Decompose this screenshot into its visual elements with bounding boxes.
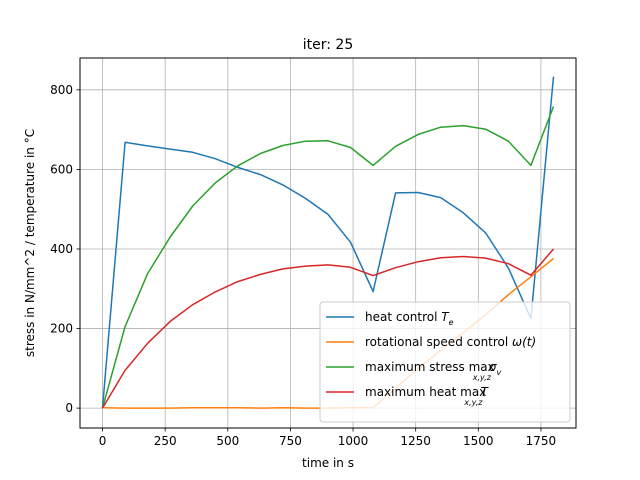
y-axis-label: stress in N/mm^2 / temperature in °C [23,129,37,357]
legend-label-1: rotational speed control ω(t) [365,335,536,349]
x-tick-label: 0 [99,434,107,448]
series-line-3 [101,248,555,409]
y-tick-label: 600 [50,162,73,176]
x-tick-label: 1250 [400,434,431,448]
axis-ticks: 0 250 500 750 1000 1250 1500 1750 0 200 400 600 800 [50,83,556,448]
x-tick-label: 500 [216,434,239,448]
plot-frame [79,57,577,429]
series-line-0 [101,76,555,409]
series-line-2 [101,106,555,409]
y-tick-label: 200 [50,322,73,336]
x-tick-label: 1500 [463,434,494,448]
x-tick-label: 250 [154,434,177,448]
y-tick-label: 800 [50,83,73,97]
legend-box [319,301,571,423]
legend-label-2: maximum stress max x,y,zσv [365,360,502,382]
x-tick-label: 1000 [338,434,369,448]
y-tick-label: 400 [50,242,73,256]
legend-label-3: maximum heat max x,y,zT [365,385,489,407]
legend-label-0: heat control Te [365,310,454,327]
chart-title: iter: 25 [303,37,353,53]
x-tick-label: 750 [279,434,302,448]
y-tick-label: 0 [65,401,73,415]
x-axis-label: time in s [302,456,354,470]
legend: heat control Te rotational speed control … [319,301,571,423]
x-tick-label: 1750 [526,434,557,448]
